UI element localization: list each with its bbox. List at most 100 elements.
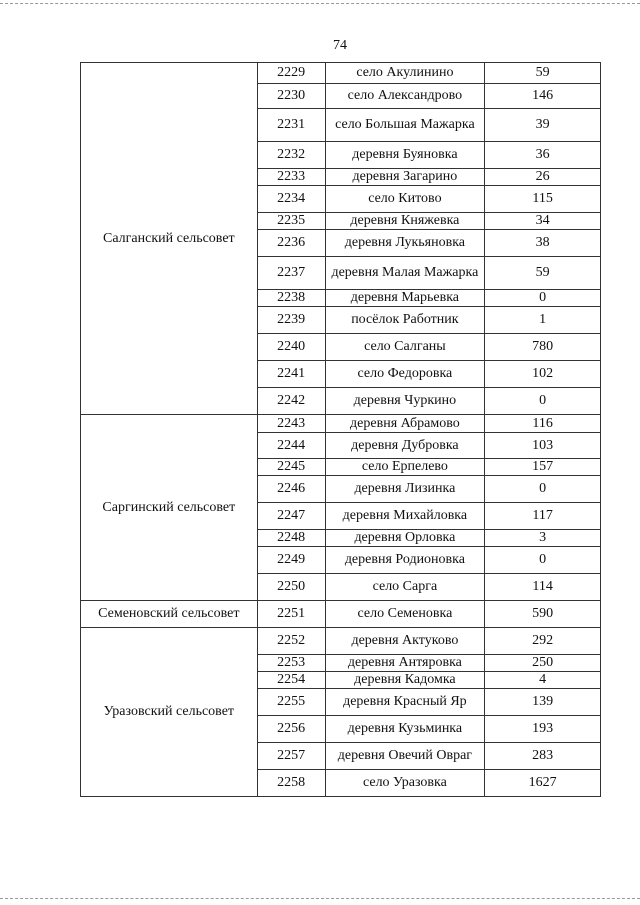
settlement-name: деревня Марьевка — [324, 289, 486, 307]
settlement-name: село Большая Мажарка — [324, 108, 486, 142]
municipality-name: Салганский сельсовет — [80, 62, 258, 415]
population: 38 — [484, 229, 601, 257]
population: 34 — [484, 212, 601, 230]
table-row: 2237 деревня Малая Мажарка 59 — [81, 256, 601, 290]
row-number: 2254 — [256, 671, 326, 689]
row-number: 2230 — [256, 83, 326, 109]
row-number: 2245 — [256, 458, 326, 476]
population: 3 — [484, 529, 601, 547]
row-number: 2229 — [256, 62, 326, 84]
population: 0 — [484, 475, 601, 503]
row-number: 2246 — [256, 475, 326, 503]
table-row: 2257 деревня Овечий Овраг 283 — [81, 742, 601, 770]
table-row: 2235 деревня Княжевка 34 — [81, 212, 601, 230]
row-number: 2252 — [256, 627, 326, 655]
settlement-name: село Салганы — [324, 333, 486, 361]
population: 0 — [484, 546, 601, 574]
population: 292 — [484, 627, 601, 655]
table-row: 2233 деревня Загарино 26 — [81, 168, 601, 186]
table-row: Семеновский сельсовет 2251 село Семеновка 5… — [80, 600, 601, 628]
settlement-name: деревня Лукьяновка — [324, 229, 486, 257]
municipality-name: Уразовский сельсовет — [80, 627, 258, 797]
settlement-name: деревня Лизинка — [324, 475, 486, 503]
settlement-name: село Сарга — [324, 573, 486, 601]
row-number: 2244 — [256, 432, 326, 459]
settlement-name: село Семеновка — [324, 600, 486, 628]
population: 103 — [484, 432, 601, 459]
population: 116 — [484, 414, 601, 433]
settlement-name: деревня Буяновка — [324, 141, 486, 169]
table-row: 2230 село Александрово 146 — [81, 83, 601, 109]
settlement-name: деревня Малая Мажарка — [324, 256, 486, 290]
table-row: Саргинский сельсовет 2243 деревня Абрамово… — [80, 414, 601, 601]
row-number: 2248 — [256, 529, 326, 547]
table-row: Уразовский сельсовет 2252 деревня Актуково… — [80, 627, 601, 797]
row-number: 2235 — [256, 212, 326, 230]
settlement-name: деревня Дубровка — [324, 432, 486, 459]
population: 139 — [484, 688, 601, 716]
table-row: 2249 деревня Родионовка 0 — [81, 546, 601, 574]
table-row: 2232 деревня Буяновка 36 — [81, 141, 601, 169]
population: 59 — [484, 62, 601, 84]
row-number: 2250 — [256, 573, 326, 601]
settlement-name: деревня Михайловка — [324, 502, 486, 530]
population: 1 — [484, 306, 601, 334]
settlement-name: деревня Родионовка — [324, 546, 486, 574]
table-row: 2231 село Большая Мажарка 39 — [81, 108, 601, 142]
settlement-name: деревня Абрамово — [324, 414, 486, 433]
row-number: 2251 — [256, 600, 326, 628]
population: 117 — [484, 502, 601, 530]
population: 157 — [484, 458, 601, 476]
table-row: 2245 село Ерпелево 157 — [81, 458, 601, 476]
row-number: 2243 — [256, 414, 326, 433]
table-row: 2250 село Сарга 114 — [81, 573, 601, 601]
population: 114 — [484, 573, 601, 601]
population: 250 — [484, 654, 601, 672]
row-number: 2231 — [256, 108, 326, 142]
row-number: 2234 — [256, 185, 326, 213]
population: 36 — [484, 141, 601, 169]
settlements-table: Салганский сельсовет 2229 село Акулинино 59… — [80, 62, 601, 797]
row-number: 2255 — [256, 688, 326, 716]
table-row: 2244 деревня Дубровка 103 — [81, 432, 601, 459]
municipality-name: Саргинский сельсовет — [80, 414, 258, 601]
settlement-name: деревня Антяровка — [324, 654, 486, 672]
settlement-name: деревня Чуркино — [324, 387, 486, 415]
row-number: 2258 — [256, 769, 326, 797]
population: 0 — [484, 289, 601, 307]
row-number: 2242 — [256, 387, 326, 415]
table-row: 2234 село Китово 115 — [81, 185, 601, 213]
population: 283 — [484, 742, 601, 770]
settlement-name: деревня Орловка — [324, 529, 486, 547]
scan-artifact-top — [0, 3, 640, 5]
table-row: 2248 деревня Орловка 3 — [81, 529, 601, 547]
population: 590 — [484, 600, 601, 628]
settlement-name: село Ерпелево — [324, 458, 486, 476]
row-number: 2238 — [256, 289, 326, 307]
population: 39 — [484, 108, 601, 142]
settlement-name: посёлок Работник — [324, 306, 486, 334]
row-number: 2236 — [256, 229, 326, 257]
population: 0 — [484, 387, 601, 415]
table-row: 2246 деревня Лизинка 0 — [81, 475, 601, 503]
settlement-name: село Уразовка — [324, 769, 486, 797]
settlement-name: село Акулинино — [324, 62, 486, 84]
settlement-name: деревня Кадомка — [324, 671, 486, 689]
settlement-name: село Китово — [324, 185, 486, 213]
settlement-name: деревня Кузьминка — [324, 715, 486, 743]
settlement-name: деревня Княжевка — [324, 212, 486, 230]
population: 1627 — [484, 769, 601, 797]
population: 115 — [484, 185, 601, 213]
page-number: 74 — [333, 38, 347, 53]
row-number: 2233 — [256, 168, 326, 186]
row-number: 2241 — [256, 360, 326, 388]
row-number: 2249 — [256, 546, 326, 574]
settlement-name: село Федоровка — [324, 360, 486, 388]
settlement-name: деревня Овечий Овраг — [324, 742, 486, 770]
settlement-name: село Александрово — [324, 83, 486, 109]
population: 146 — [484, 83, 601, 109]
row-number: 2253 — [256, 654, 326, 672]
population: 780 — [484, 333, 601, 361]
settlement-name: деревня Загарино — [324, 168, 486, 186]
population: 193 — [484, 715, 601, 743]
